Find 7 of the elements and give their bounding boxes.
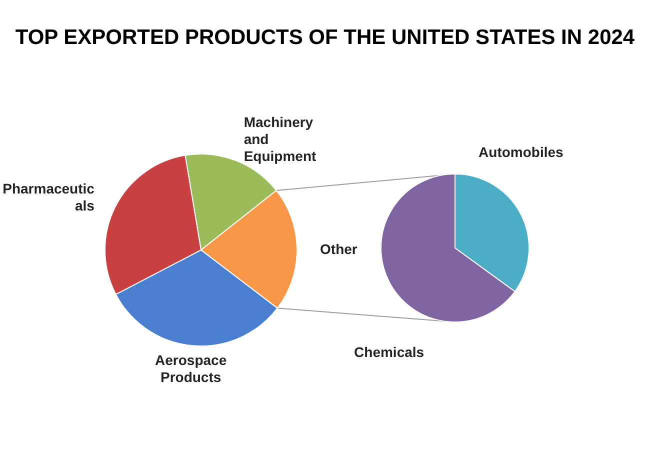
slice-label: Machinery and Equipment bbox=[244, 114, 317, 164]
slice-label: Chemicals bbox=[354, 344, 424, 360]
slice-label: Pharmaceuticals bbox=[2, 180, 95, 214]
slice-label: Aerospace Products bbox=[155, 352, 227, 386]
slice-label: Automobiles bbox=[478, 144, 564, 160]
slice-label: Other bbox=[320, 240, 358, 257]
chart-title: TOP EXPORTED PRODUCTS OF THE UNITED STATES IN 2024 bbox=[15, 26, 635, 49]
